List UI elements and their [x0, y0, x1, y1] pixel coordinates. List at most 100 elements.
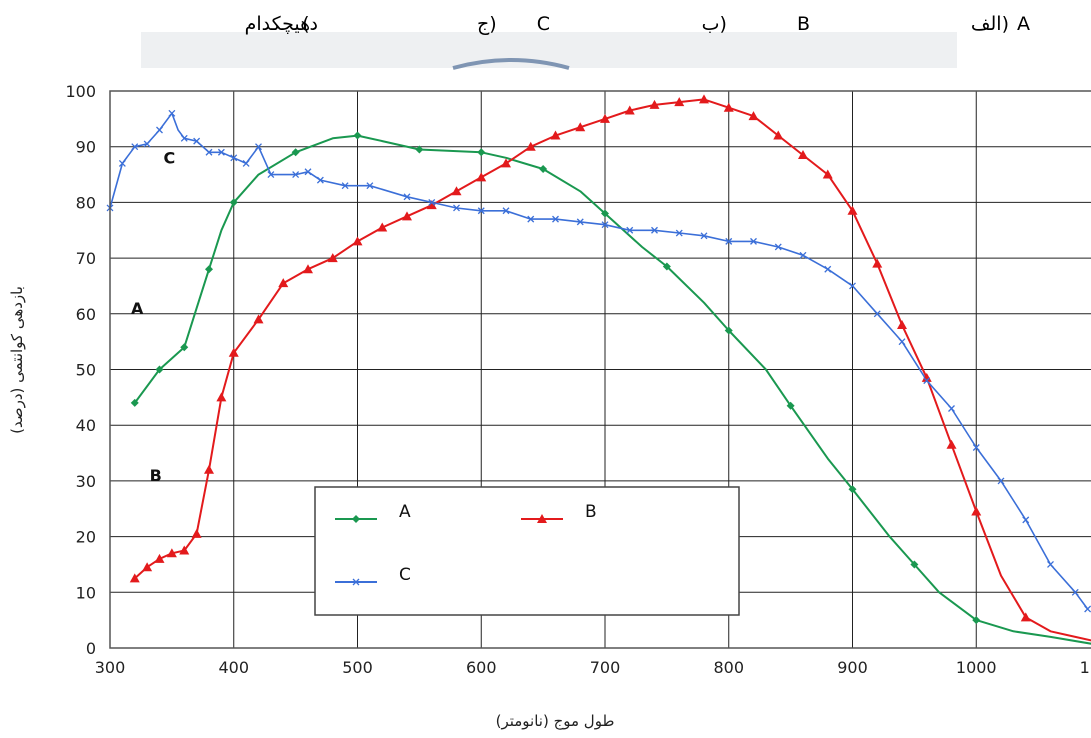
series-b-marker [166, 548, 177, 558]
x-axis-title: طول موج (نانومتر) [496, 712, 615, 731]
option-b[interactable]: ب) B [702, 13, 810, 35]
series-a-marker [205, 265, 213, 274]
series-b-marker [921, 372, 932, 382]
option-c[interactable]: ج) C [477, 13, 550, 35]
y-tick-label: 70 [76, 249, 96, 268]
series-c-marker [242, 159, 250, 167]
series-c-marker [1047, 560, 1054, 568]
series-c-marker [205, 148, 213, 156]
series-c-marker [824, 265, 832, 273]
series-b-marker [847, 205, 858, 215]
series-a-marker [415, 145, 424, 154]
series-a-marker [910, 560, 919, 569]
y-tick-label: 0 [86, 639, 96, 658]
series-b-marker [872, 258, 883, 268]
series-b-marker [773, 130, 784, 140]
series-c-marker [453, 204, 460, 212]
y-axis-title: بازدهی کوانتمی (درصد) [8, 286, 26, 434]
x-tick-label: 900 [837, 658, 868, 677]
series-b-marker [723, 102, 734, 112]
tick-labels: 0 10 20 30 40 50 60 70 80 90 100 300 400 500 600 700 800… [65, 82, 1091, 677]
series-c-marker [255, 143, 262, 151]
curve-labels: C A B [131, 148, 175, 484]
series-c-marker [143, 140, 151, 148]
y-tick-label: 60 [76, 305, 96, 324]
curve-label-b: B [150, 466, 162, 485]
series-c-marker [675, 229, 683, 237]
series-c-marker [131, 143, 139, 151]
series-c-marker [118, 159, 126, 167]
legend-b-label: B [585, 502, 597, 522]
series-c-marker [477, 207, 485, 215]
series-c-marker [267, 171, 275, 179]
series-c-marker [316, 176, 324, 184]
series-c-marker [948, 405, 955, 412]
option-band-arc [452, 58, 570, 70]
series-c-marker [576, 218, 584, 226]
y-tick-label: 20 [76, 528, 96, 547]
series-c-marker [923, 377, 931, 385]
series-b-marker [798, 150, 808, 160]
series-b-marker [278, 278, 289, 288]
series-c-marker [750, 237, 757, 245]
legend-a-marker [352, 515, 360, 523]
series-c-marker [527, 215, 535, 223]
series-c-marker [230, 154, 238, 162]
series-b-marker [179, 545, 190, 555]
series-c-marker [626, 226, 634, 234]
series-a-marker [353, 131, 362, 140]
series-b-marker [748, 111, 759, 121]
series-c-marker [651, 226, 658, 234]
series-b-marker [191, 528, 202, 538]
series-c-marker [898, 338, 906, 346]
series-a-marker [539, 164, 548, 173]
series-a-marker [229, 198, 238, 207]
series-c-marker [552, 215, 559, 223]
series-c-marker [873, 310, 881, 318]
series-c-marker [193, 137, 201, 145]
series-b-marker [501, 158, 511, 168]
series-c-marker [997, 477, 1005, 485]
series-b-marker [253, 314, 264, 324]
legend-a-label: A [399, 502, 411, 522]
series-c-marker [1071, 588, 1079, 596]
series-b-marker [971, 506, 982, 516]
x-tick-label: 400 [218, 658, 249, 677]
y-tick-label: 10 [76, 583, 96, 602]
x-tick-label: 600 [466, 658, 497, 677]
curve-label-c: C [164, 148, 176, 167]
series-a-marker [724, 326, 733, 335]
series-a-marker [477, 148, 486, 157]
series-b-marker [897, 319, 907, 329]
legend-b-marker [537, 514, 547, 523]
series-a-marker [972, 616, 981, 625]
series-c-marker [799, 251, 807, 259]
series-a-marker [786, 401, 795, 410]
series-b-marker [674, 97, 685, 107]
option-d[interactable]: د)هیچکدام [245, 13, 318, 35]
series-a-marker [848, 485, 857, 494]
series-c-marker [217, 148, 225, 156]
series-c-marker [304, 168, 312, 176]
x-tick-label: 1000 [956, 658, 997, 677]
series-c-marker [725, 237, 733, 245]
series-c-marker [292, 171, 300, 179]
series-c-marker [601, 221, 609, 229]
y-tick-label: 30 [76, 472, 96, 491]
series-b-marker [649, 99, 660, 109]
curve-label-a: A [131, 299, 144, 318]
grid [109, 90, 1091, 649]
x-tick-label: 1100 [1080, 658, 1091, 677]
series-b-marker [575, 122, 586, 132]
series-b-marker [426, 200, 437, 210]
legend: A B C [314, 486, 740, 616]
option-a[interactable]: الف) A [971, 13, 1030, 35]
series-b-marker [451, 186, 462, 196]
series-c-marker [700, 232, 708, 240]
series-c-marker [428, 198, 436, 206]
series-a-marker [130, 398, 139, 407]
series-c-marker [403, 193, 411, 201]
series-c-marker [366, 182, 374, 190]
